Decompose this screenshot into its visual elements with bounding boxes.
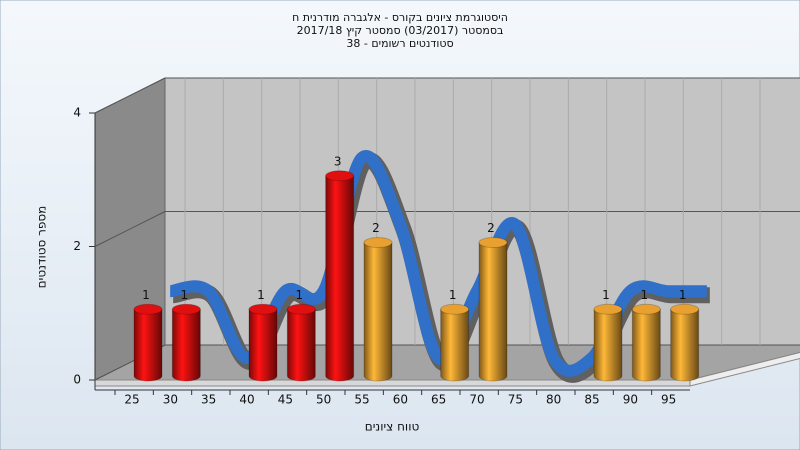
bar-top: [440, 303, 470, 315]
bar: [440, 308, 470, 382]
bar-top: [478, 237, 508, 248]
value-label: 3: [334, 154, 342, 168]
x-tick-label: 80: [546, 393, 561, 407]
bar-top: [325, 170, 355, 182]
value-label: 1: [257, 288, 265, 302]
x-tick-label: 60: [393, 393, 408, 407]
bar-top: [286, 303, 316, 315]
bar: [171, 308, 201, 382]
labels: 25 30 35 40 45 50 55 60 65 70 75 80 85 90 95 1 1 1 1 3 2 1 2 1 1…: [124, 154, 686, 406]
value-label: 1: [602, 288, 610, 302]
value-label: 2: [487, 221, 495, 235]
value-label: 1: [296, 288, 304, 302]
bar-top: [248, 303, 278, 315]
x-axis-label: טווח ציונים: [365, 420, 420, 434]
bar: [133, 308, 163, 382]
x-tick-label: 40: [239, 393, 254, 407]
bar: [363, 242, 393, 382]
bar: [593, 308, 623, 382]
y-tick-label: 4: [73, 106, 81, 120]
value-label: 1: [142, 288, 150, 302]
value-label: 1: [641, 288, 649, 302]
bar: [286, 308, 316, 382]
bar: [478, 242, 508, 382]
titles: היסטוגרמת ציונים בקורס - אלגברה מודרנית …: [35, 11, 508, 434]
bar: [325, 175, 355, 382]
x-tick-label: 45: [278, 393, 293, 407]
x-tick-label: 65: [431, 393, 446, 407]
bar-top: [363, 237, 393, 248]
x-tick-label: 30: [163, 393, 178, 407]
grid-line: [94, 211, 166, 247]
bar-top: [631, 303, 661, 315]
value-label: 2: [372, 221, 380, 235]
bar-top: [593, 303, 623, 315]
value-label: 1: [449, 288, 457, 302]
x-tick-label: 95: [661, 393, 676, 407]
y-tick-label: 2: [73, 239, 81, 253]
y-tick-label: 0: [73, 373, 81, 387]
x-tick-label: 50: [316, 393, 331, 407]
x-tick-label: 70: [469, 393, 484, 407]
x-tick-label: 90: [623, 393, 638, 407]
floor-side: [689, 351, 800, 387]
y-axis-label: מספר סטודנטים: [35, 206, 49, 289]
value-label: 1: [679, 288, 687, 302]
bar-top: [670, 303, 700, 315]
x-tick-label: 25: [124, 393, 139, 407]
bar-top: [171, 303, 201, 315]
x-tick-label: 75: [508, 393, 523, 407]
bar-top: [133, 303, 163, 315]
chart-title: בסמסטר (03/2017) סמסטר קיץ 2017/18: [297, 24, 504, 37]
x-tick-label: 35: [201, 393, 216, 407]
chart-title: סטודנטים רשומים - 38: [346, 37, 453, 50]
chart-title: היסטוגרמת ציונים בקורס - אלגברה מודרנית …: [292, 11, 508, 24]
bar: [631, 308, 661, 382]
x-tick-label: 85: [584, 393, 599, 407]
value-label: 1: [181, 288, 189, 302]
bar: [670, 308, 700, 382]
x-tick-label: 55: [354, 393, 369, 407]
grid-line: [94, 77, 166, 114]
bars: [133, 170, 700, 382]
bar: [248, 308, 278, 382]
